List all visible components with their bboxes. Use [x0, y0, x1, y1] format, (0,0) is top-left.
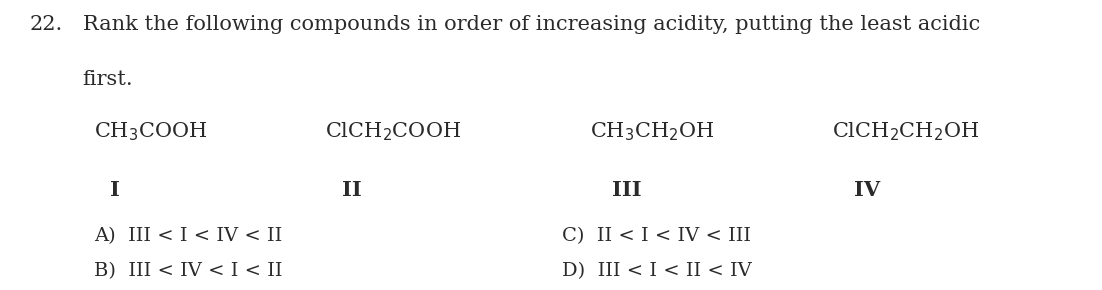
Text: Rank the following compounds in order of increasing acidity, putting the least a: Rank the following compounds in order of… — [83, 14, 980, 34]
Text: 22.: 22. — [30, 14, 63, 34]
Text: III: III — [612, 180, 641, 200]
Text: IV: IV — [854, 180, 880, 200]
Text: CH$_3$CH$_2$OH: CH$_3$CH$_2$OH — [590, 121, 714, 143]
Text: I: I — [110, 180, 120, 200]
Text: II: II — [342, 180, 361, 200]
Text: A)  III < I < IV < II: A) III < I < IV < II — [94, 227, 282, 245]
Text: first.: first. — [83, 70, 133, 89]
Text: ClCH$_2$CH$_2$OH: ClCH$_2$CH$_2$OH — [832, 121, 980, 143]
Text: CH$_3$COOH: CH$_3$COOH — [94, 121, 207, 143]
Text: ClCH$_2$COOH: ClCH$_2$COOH — [325, 121, 462, 143]
Text: B)  III < IV < I < II: B) III < IV < I < II — [94, 262, 282, 280]
Text: D)  III < I < II < IV: D) III < I < II < IV — [562, 262, 752, 280]
Text: C)  II < I < IV < III: C) II < I < IV < III — [562, 227, 752, 245]
